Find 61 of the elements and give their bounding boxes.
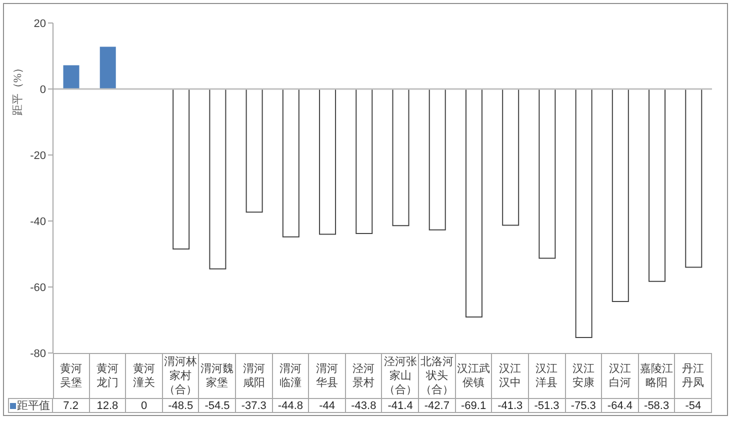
x-tick-label: 渭河魏家堡 <box>200 362 234 390</box>
bar <box>612 88 629 302</box>
data-label: 7.2 <box>63 400 78 412</box>
data-label: -43.8 <box>351 400 376 412</box>
y-axis-title: 距平（%） <box>12 62 24 116</box>
data-label: -58.3 <box>644 400 670 412</box>
x-tick-label: 渭河华县 <box>315 362 340 390</box>
x-tick-label: 渭河咸阳 <box>242 362 266 390</box>
bar <box>319 88 336 235</box>
data-label: -54 <box>685 400 702 412</box>
data-label: -54.5 <box>204 400 230 412</box>
x-tick-label: 黄河龙门 <box>95 362 120 390</box>
bar <box>648 88 666 282</box>
x-tick-label: 渭河临潼 <box>278 362 302 390</box>
bar <box>502 88 520 226</box>
x-tick-label: 丹江丹凤 <box>681 362 706 390</box>
data-label: -37.3 <box>241 400 266 412</box>
bar <box>172 88 190 250</box>
data-label: -41.4 <box>388 400 413 412</box>
y-tick-label: -20 <box>30 150 46 162</box>
data-label: 12.8 <box>96 400 118 412</box>
bar <box>246 88 263 213</box>
bar <box>465 88 482 318</box>
legend-label: 距平值 <box>17 399 50 413</box>
x-tick-label: 渭河林家村（合） <box>164 354 198 396</box>
data-label: -44 <box>319 400 336 412</box>
bar <box>428 88 446 230</box>
data-label: 0 <box>140 400 148 412</box>
data-label: -69.1 <box>460 400 486 412</box>
y-tick-label: -80 <box>30 348 46 360</box>
bar <box>282 88 300 238</box>
x-tick-label: 汉江汉中 <box>498 362 522 390</box>
x-tick-label: 汉江白河 <box>608 362 632 390</box>
bar <box>356 88 373 234</box>
bar <box>392 88 410 226</box>
x-tick-label: 泾河张家山（合） <box>384 354 418 396</box>
bar <box>685 88 702 268</box>
x-tick-label: 汉江安康 <box>571 362 596 390</box>
x-tick-label: 泾河景村 <box>352 362 376 390</box>
data-label: -42.7 <box>424 400 450 412</box>
x-tick-label: 汉江洋县 <box>534 362 559 390</box>
bar <box>63 65 80 89</box>
bar <box>100 46 116 89</box>
x-tick-label: 嘉陵江略阳 <box>640 362 674 390</box>
y-tick-label: -60 <box>30 282 46 294</box>
data-label: -64.4 <box>607 400 632 412</box>
bar <box>575 88 592 338</box>
x-tick-label: 北洛河状头（合） <box>420 354 454 396</box>
data-label: -48.5 <box>168 400 194 412</box>
data-label: -75.3 <box>570 400 596 412</box>
x-tick-label: 汉江武侯镇 <box>456 362 490 390</box>
x-tick-label: 黄河吴堡 <box>58 362 83 390</box>
bar <box>538 88 556 259</box>
data-label: -51.3 <box>534 400 560 412</box>
y-tick-label: 20 <box>34 18 46 30</box>
data-label: -41.3 <box>498 400 523 412</box>
data-label: -44.8 <box>278 400 303 412</box>
y-tick-label: 0 <box>40 84 46 96</box>
bar <box>209 88 226 270</box>
y-tick-label: -40 <box>30 216 46 228</box>
x-tick-label: 黄河潼关 <box>132 362 156 390</box>
